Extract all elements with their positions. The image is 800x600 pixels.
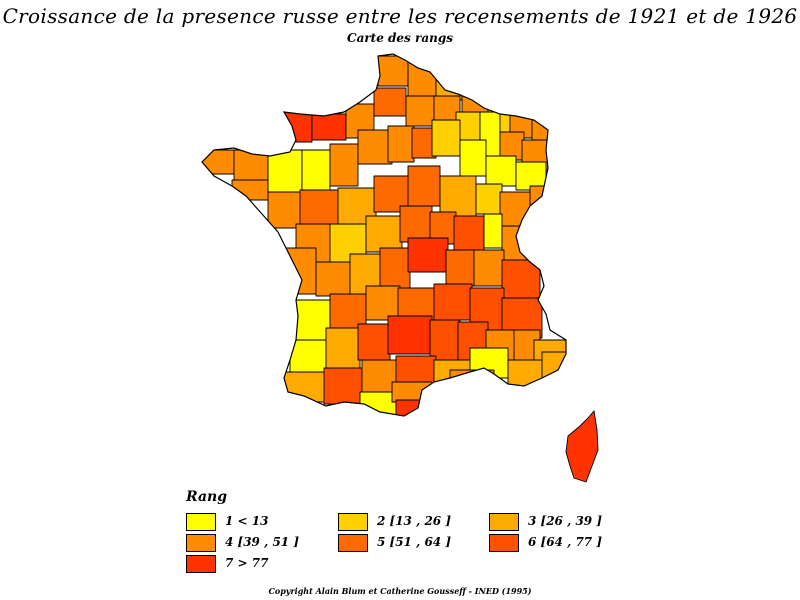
legend-label-6: 6 [64 , 77 ]: [528, 535, 602, 549]
map-department-60: [433, 283, 473, 321]
map-department-52: [407, 237, 449, 273]
map-department-65: [357, 323, 391, 361]
map-department-43: [399, 205, 433, 243]
map-department-11: [373, 87, 407, 117]
legend-swatch-4: [186, 534, 216, 552]
map-department-45: [453, 215, 485, 257]
copyright-notice: Copyright Alain Blum et Catherine Gousse…: [268, 586, 532, 596]
legend-swatch-5: [338, 534, 368, 552]
map-department-55: [501, 259, 541, 301]
map-department-66: [387, 315, 433, 355]
map-department-80: [359, 391, 397, 416]
map-department-24: [387, 125, 415, 163]
legend-swatch-3: [489, 513, 519, 531]
map-subtitle: Carte des rangs: [347, 31, 453, 45]
map-title: Croissance de la presence russe entre le…: [2, 4, 798, 28]
map-department-46: [483, 213, 503, 249]
map-region-corsica: [565, 410, 599, 483]
map-department-48: [285, 247, 317, 295]
map-department-27: [459, 139, 487, 177]
map-department-49: [315, 261, 351, 297]
map-department-73: [323, 367, 367, 405]
map-department-29: [515, 161, 547, 191]
map-department-42: [365, 215, 403, 253]
map-department-54: [473, 249, 505, 287]
legend-label-5: 5 [51 , 64 ]: [377, 535, 451, 549]
legend-label-2: 2 [13 , 26 ]: [377, 514, 451, 528]
map-department-19: [233, 149, 269, 181]
map-department-9: [311, 113, 347, 141]
legend-swatch-1: [186, 513, 216, 531]
map-department-64: [325, 327, 361, 369]
map-department-28: [485, 155, 517, 187]
map-department-18: [202, 149, 235, 175]
map-department-77: [469, 347, 509, 379]
legend-label-3: 3 [26 , 39 ]: [528, 514, 602, 528]
map-department-57: [329, 293, 367, 329]
map-department-39: [499, 191, 531, 227]
map-department-21: [301, 149, 331, 195]
france-outline: [201, 53, 567, 417]
map-department-20: [267, 149, 303, 193]
legend-title: Rang: [186, 489, 227, 505]
legend-label-1: 1 < 13: [225, 514, 269, 528]
map-department-75: [395, 355, 437, 387]
map-department-2: [407, 59, 437, 97]
map-department-72: [281, 371, 329, 403]
map-department-33: [299, 189, 341, 225]
map-department-67: [429, 319, 461, 361]
map-department-36: [407, 165, 441, 207]
map-department-53: [445, 249, 477, 287]
map-department-58: [365, 285, 401, 321]
legend-label-4: 4 [39 , 51 ]: [225, 535, 299, 549]
legend-label-7: 7 > 77: [225, 556, 269, 570]
map-department-32: [267, 191, 303, 229]
map-department-83: [449, 369, 495, 385]
map-department-1: [377, 55, 409, 87]
legend-swatch-7: [186, 555, 216, 573]
map-department-38: [475, 183, 503, 215]
map-department-81: [391, 381, 433, 403]
legend-swatch-6: [489, 534, 519, 552]
map-department-56: [295, 299, 331, 341]
map-department-26: [431, 119, 461, 157]
map-department-51: [379, 247, 411, 289]
map-department-12: [405, 95, 435, 127]
map-department-37: [439, 175, 477, 217]
legend-swatch-2: [338, 513, 368, 531]
map-department-22: [329, 143, 359, 187]
map-department-23: [357, 129, 393, 165]
